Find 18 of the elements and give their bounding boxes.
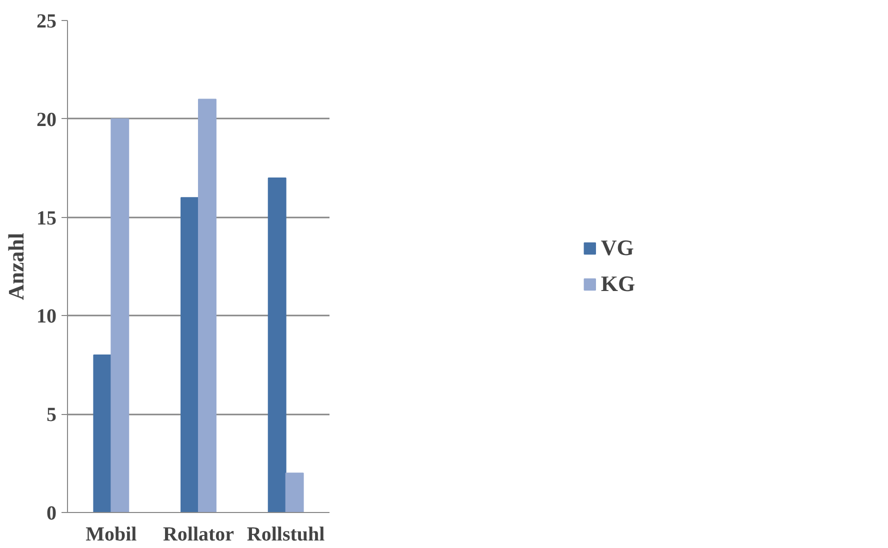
y-tick-label: 5 [46, 404, 56, 426]
x-tick-label: Rollator [162, 524, 234, 546]
y-tick-label: 10 [36, 306, 56, 328]
bar [110, 118, 130, 512]
bar [180, 197, 199, 512]
y-tick-label: 25 [36, 10, 56, 32]
y-axis-title: Anzahl [4, 232, 28, 300]
x-tick-label: Mobil [86, 524, 138, 546]
bar [268, 177, 286, 512]
legend-label: VG [600, 235, 634, 261]
x-tick-label: Rollstuhl [246, 524, 326, 546]
y-tick-label: 0 [46, 502, 56, 524]
legend-label: KG [600, 271, 636, 297]
bar [285, 472, 304, 512]
y-tick-label: 15 [36, 207, 56, 230]
y-tick-label: 20 [36, 108, 56, 131]
bar [93, 354, 112, 512]
bar [198, 98, 216, 512]
